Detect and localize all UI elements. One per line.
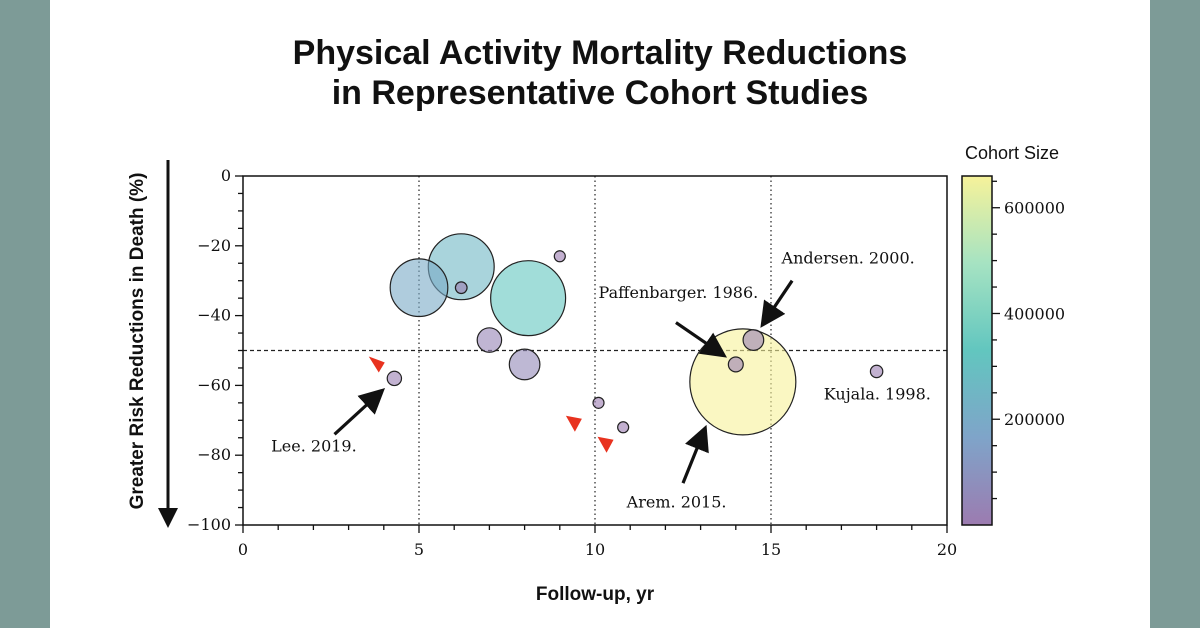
y-tick-label: −80	[197, 445, 231, 464]
x-tick-label: 5	[414, 540, 424, 559]
chart-card: Physical Activity Mortality Reductions i…	[50, 0, 1150, 628]
y-tick-label: −40	[197, 306, 231, 325]
red-marker-1	[368, 356, 385, 373]
x-tick-label: 20	[937, 540, 957, 559]
annotation-arrow	[760, 279, 794, 328]
data-point	[490, 260, 567, 337]
data-point	[508, 348, 541, 381]
plot-area: Lee. 2019. Paffenbarger. 1986. Andersen. 2…	[158, 160, 957, 559]
y-tick-label: −60	[197, 375, 231, 394]
red-marker-2	[565, 415, 582, 432]
colorbar: 200000 400000 600000	[961, 175, 1065, 526]
colorbar-tick-label: 200000	[1004, 410, 1065, 429]
red-marker-3	[597, 436, 614, 453]
direction-arrow-head	[158, 508, 178, 528]
annotation-arrow	[675, 321, 727, 358]
chart-title-line-2: in Representative Cohort Studies	[332, 74, 869, 112]
colorbar-tick-label: 400000	[1004, 304, 1065, 323]
colorbar-tick-label: 600000	[1004, 199, 1065, 218]
x-tick-label: 0	[238, 540, 248, 559]
chart-figure: Physical Activity Mortality Reductions i…	[127, 34, 1065, 605]
data-point	[869, 364, 884, 379]
colorbar-title: Cohort Size	[965, 143, 1059, 163]
annotation-label: Arem. 2015.	[626, 493, 727, 512]
annotation-arrow	[681, 424, 709, 484]
data-point	[617, 421, 630, 434]
y-tick-label: 0	[221, 166, 231, 185]
data-point	[727, 356, 744, 373]
x-tick-label: 10	[585, 540, 605, 559]
chart-title: Physical Activity Mortality Reductions i…	[293, 34, 908, 112]
colorbar-gradient	[961, 175, 993, 526]
annotation-arrow	[333, 388, 386, 436]
y-axis-title: Greater Risk Reductions in Death (%)	[127, 173, 148, 510]
data-point	[553, 250, 566, 263]
y-tick-label: −20	[197, 236, 231, 255]
data-point	[742, 329, 765, 351]
annotation-label: Andersen. 2000.	[781, 248, 915, 267]
y-tick-label: −100	[187, 515, 231, 534]
chart-title-line-1: Physical Activity Mortality Reductions	[293, 34, 908, 72]
data-point	[386, 370, 403, 387]
annotation-label: Paffenbarger. 1986.	[599, 283, 759, 302]
x-axis-title: Follow-up, yr	[536, 584, 655, 605]
annotation-label: Kujala. 1998.	[824, 384, 931, 403]
data-point	[592, 396, 605, 409]
data-point	[476, 327, 503, 353]
x-tick-label: 15	[761, 540, 781, 559]
data-point	[389, 258, 449, 318]
annotation-label: Lee. 2019.	[271, 437, 357, 456]
data-point	[454, 281, 468, 295]
